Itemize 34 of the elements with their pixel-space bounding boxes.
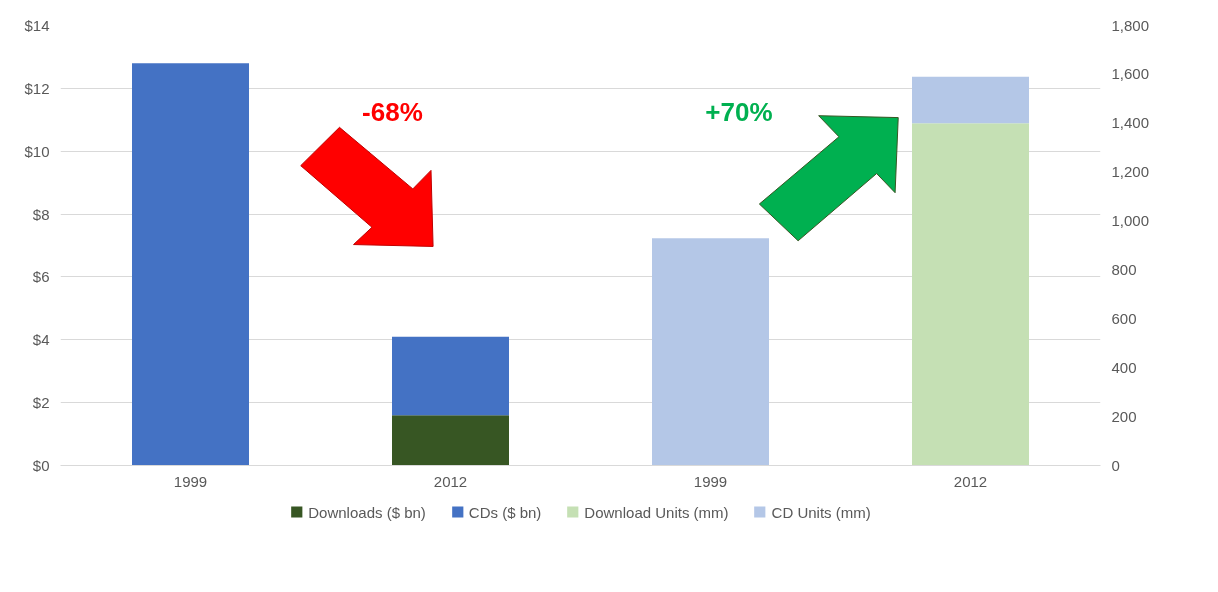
x-tick-label: 1999 bbox=[693, 472, 728, 490]
bar bbox=[392, 415, 509, 466]
x-tick-label: 2012 bbox=[433, 472, 468, 490]
annotation: +70% bbox=[705, 97, 773, 128]
y-tick-label: $4 bbox=[32, 331, 50, 349]
bar bbox=[392, 336, 509, 416]
bar bbox=[912, 76, 1029, 124]
y-tick-label: $2 bbox=[32, 394, 50, 412]
x-tick-label: 2012 bbox=[953, 472, 988, 490]
legend-label: CDs ($ bn) bbox=[468, 503, 542, 520]
legend-label: Download Units (mm) bbox=[584, 503, 729, 520]
y2-tick-label: 200 bbox=[1111, 407, 1137, 425]
annotation: -68% bbox=[362, 97, 423, 128]
x-tick-label: 1999 bbox=[173, 472, 208, 490]
y2-tick-label: 0 bbox=[1111, 456, 1120, 474]
y-tick-label: $8 bbox=[32, 205, 50, 223]
y-tick-label: $6 bbox=[32, 268, 50, 286]
y2-tick-label: 600 bbox=[1111, 309, 1137, 327]
legend-label: CD Units (mm) bbox=[771, 503, 871, 520]
y2-tick-label: 1,600 bbox=[1111, 65, 1150, 83]
y2-tick-label: 1,400 bbox=[1111, 114, 1150, 132]
bar bbox=[132, 63, 249, 466]
y-tick-label: $10 bbox=[24, 142, 50, 160]
y-tick-label: $14 bbox=[24, 17, 50, 34]
y-tick-label: $12 bbox=[24, 79, 50, 97]
y2-tick-label: 1,800 bbox=[1111, 16, 1150, 34]
bar bbox=[912, 123, 1029, 466]
y2-tick-label: 800 bbox=[1111, 260, 1137, 278]
y2-tick-label: 400 bbox=[1111, 358, 1137, 376]
y2-tick-label: 1,000 bbox=[1111, 212, 1150, 230]
bar bbox=[652, 238, 769, 466]
y-tick-label: $0 bbox=[32, 457, 50, 474]
y2-tick-label: 1,200 bbox=[1111, 163, 1150, 181]
legend-label: Downloads ($ bn) bbox=[308, 503, 426, 520]
